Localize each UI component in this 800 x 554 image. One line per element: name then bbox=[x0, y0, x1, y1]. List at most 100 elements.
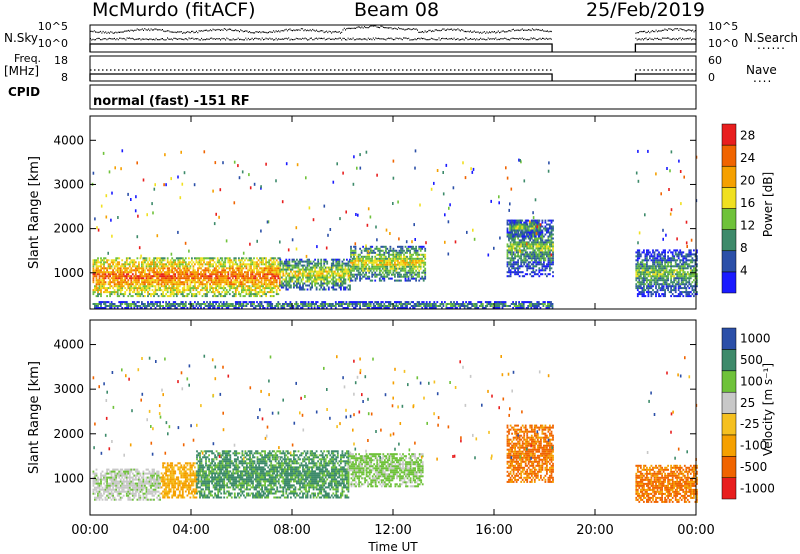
data-cell bbox=[166, 287, 169, 290]
data-cell bbox=[251, 283, 254, 286]
data-cell bbox=[511, 263, 513, 266]
data-cell bbox=[372, 261, 375, 264]
data-cell bbox=[409, 279, 411, 282]
data-cell bbox=[306, 284, 309, 287]
data-cell bbox=[535, 261, 538, 264]
data-cell bbox=[334, 307, 337, 309]
data-cell bbox=[650, 281, 653, 284]
data-cell bbox=[552, 271, 554, 274]
data-cell bbox=[682, 263, 685, 266]
data-cell bbox=[416, 257, 419, 260]
data-cell bbox=[184, 263, 187, 266]
data-cell bbox=[107, 273, 110, 276]
data-cell bbox=[641, 265, 644, 268]
data-cell bbox=[667, 263, 669, 266]
data-cell bbox=[128, 271, 131, 274]
data-cell bbox=[541, 247, 544, 250]
data-cell bbox=[543, 247, 545, 250]
data-cell bbox=[171, 303, 174, 305]
data-cell bbox=[347, 274, 350, 277]
data-cell bbox=[101, 281, 104, 284]
data-cell bbox=[180, 283, 183, 286]
data-cell bbox=[658, 275, 660, 278]
data-cell bbox=[636, 275, 639, 278]
data-cell bbox=[509, 273, 512, 276]
data-cell bbox=[119, 305, 122, 307]
data-cell bbox=[207, 257, 210, 260]
data-cell bbox=[644, 267, 647, 270]
data-cell bbox=[162, 291, 164, 294]
data-cell bbox=[685, 293, 688, 296]
data-cell bbox=[544, 257, 547, 260]
data-cell bbox=[383, 269, 386, 272]
data-cell bbox=[537, 219, 540, 222]
data-cell bbox=[221, 295, 224, 298]
data-cell bbox=[218, 291, 221, 294]
data-cell bbox=[171, 281, 174, 284]
data-cell bbox=[260, 259, 263, 262]
data-cell bbox=[198, 305, 201, 307]
data-cell bbox=[221, 265, 224, 268]
data-cell bbox=[683, 267, 686, 270]
data-cell bbox=[180, 307, 183, 309]
data-cell bbox=[269, 277, 272, 280]
data-cell bbox=[151, 269, 154, 272]
data-cell bbox=[116, 261, 119, 264]
data-cell bbox=[521, 223, 524, 226]
data-cell bbox=[372, 269, 375, 272]
data-cell bbox=[266, 291, 269, 294]
data-cell bbox=[517, 273, 519, 276]
data-cell bbox=[412, 263, 414, 266]
data-cell bbox=[201, 283, 204, 286]
data-cell bbox=[333, 258, 336, 261]
data-cell bbox=[213, 271, 216, 274]
data-cell bbox=[115, 263, 118, 266]
data-cell bbox=[314, 262, 316, 265]
data-cell bbox=[332, 264, 335, 267]
data-cell bbox=[274, 287, 277, 290]
noise-tick-left: 10^5 bbox=[38, 20, 68, 33]
data-cell bbox=[212, 259, 214, 262]
data-cell bbox=[125, 275, 128, 278]
data-cell bbox=[318, 305, 321, 307]
data-cell bbox=[643, 279, 645, 282]
data-cell bbox=[263, 283, 266, 286]
data-cell bbox=[677, 273, 680, 276]
data-cell bbox=[282, 274, 285, 277]
data-cell bbox=[398, 271, 401, 274]
data-cell bbox=[303, 282, 306, 285]
data-cell bbox=[174, 283, 177, 286]
data-cell bbox=[257, 281, 260, 284]
data-cell bbox=[410, 277, 413, 280]
data-cell bbox=[210, 281, 213, 284]
data-cell bbox=[641, 251, 644, 254]
data-cell bbox=[175, 265, 178, 268]
data-cell bbox=[671, 273, 674, 276]
data-cell bbox=[326, 262, 329, 265]
data-cell bbox=[188, 277, 190, 280]
data-cell bbox=[391, 259, 393, 262]
data-cell bbox=[131, 263, 134, 266]
data-cell bbox=[238, 303, 240, 305]
data-cell bbox=[122, 293, 125, 296]
data-cell bbox=[680, 287, 683, 290]
data-cell bbox=[508, 267, 510, 270]
data-cell bbox=[315, 286, 318, 289]
data-cell bbox=[526, 235, 529, 238]
data-cell bbox=[195, 271, 198, 274]
data-cell bbox=[109, 279, 111, 282]
data-cell bbox=[511, 233, 513, 236]
data-cell bbox=[271, 269, 274, 272]
data-cell bbox=[549, 227, 551, 230]
data-cell bbox=[549, 259, 551, 262]
data-cell bbox=[104, 301, 107, 304]
data-cell bbox=[639, 275, 642, 278]
data-cell bbox=[225, 257, 228, 260]
data-cell bbox=[635, 277, 638, 280]
data-cell bbox=[194, 271, 196, 274]
data-cell bbox=[222, 301, 225, 304]
data-cell bbox=[356, 305, 358, 307]
data-cell bbox=[655, 273, 657, 276]
data-cell bbox=[263, 277, 266, 280]
data-cell bbox=[180, 263, 183, 266]
